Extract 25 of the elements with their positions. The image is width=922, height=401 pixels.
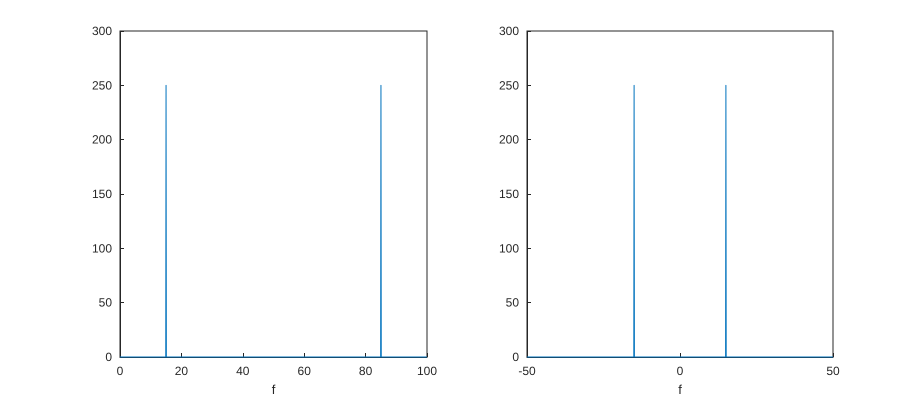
x-tick-label: 0: [116, 364, 124, 378]
y-tick-label: 200: [92, 132, 112, 147]
x-tick-label: -50: [518, 364, 536, 378]
y-tick-label: 0: [512, 350, 520, 364]
y-tick-label: 100: [498, 241, 520, 256]
x-tick-label: 100: [416, 364, 438, 378]
x-axis-title: f: [272, 382, 276, 397]
y-tick-label: 250: [92, 78, 112, 92]
x-tick-label: 80: [358, 364, 373, 378]
y-tick-label: 100: [92, 241, 112, 256]
y-tick-label: 300: [498, 24, 520, 38]
x-axis-title: f: [678, 382, 682, 397]
y-tick-label: 300: [92, 24, 112, 38]
y-tick-label: 250: [498, 78, 520, 92]
x-tick-label: 20: [174, 364, 188, 378]
y-tick-label: 200: [498, 132, 520, 147]
y-tick-label: 50: [98, 296, 112, 310]
y-tick-label: 50: [506, 296, 520, 310]
x-tick-label: 60: [298, 364, 312, 378]
y-tick-label: 0: [105, 350, 112, 364]
x-tick-label: 0: [676, 364, 684, 378]
y-tick-label: 150: [92, 187, 112, 201]
x-tick-label: 40: [236, 364, 250, 378]
y-tick-label: 150: [498, 187, 520, 201]
x-tick-label: 50: [826, 364, 840, 378]
